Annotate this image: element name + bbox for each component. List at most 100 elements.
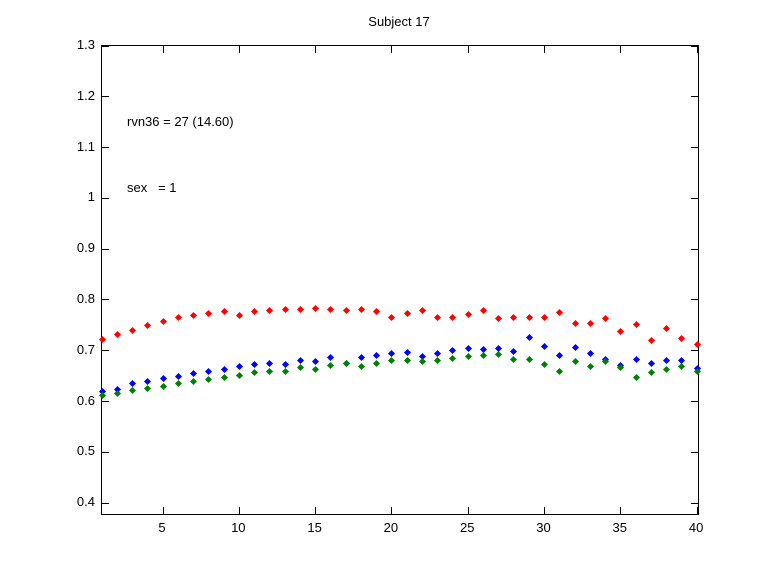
y-tick-label: 1.1 xyxy=(76,138,95,154)
data-point-green xyxy=(357,363,365,371)
data-point-blue xyxy=(373,352,381,360)
data-point-red xyxy=(678,334,686,343)
y-tick-mirror xyxy=(691,401,698,402)
y-tick-mirror xyxy=(691,248,698,250)
annotation-block: rvn36 = 27 (14.60) sex = 1 xyxy=(127,67,234,243)
data-point-red xyxy=(418,307,426,315)
data-point-green xyxy=(266,367,274,375)
data-point-green xyxy=(342,359,350,367)
data-point-blue xyxy=(663,357,671,365)
data-point-red xyxy=(251,307,259,315)
x-tick-label: 30 xyxy=(536,520,551,535)
data-point-green xyxy=(693,367,701,376)
data-point-red xyxy=(449,314,457,322)
data-point-green xyxy=(495,351,503,359)
data-point-blue xyxy=(510,348,518,356)
data-point-blue xyxy=(357,354,365,362)
data-point-green xyxy=(174,380,182,388)
data-point-blue xyxy=(632,355,640,363)
x-tick-label: 20 xyxy=(383,520,399,535)
y-tick-mirror xyxy=(691,45,698,47)
data-point-blue xyxy=(434,349,442,357)
data-point-red xyxy=(632,320,640,328)
x-tick xyxy=(315,507,317,514)
data-point-red xyxy=(525,313,533,321)
x-tick xyxy=(467,507,469,514)
data-point-red xyxy=(220,307,228,315)
x-tick xyxy=(696,507,698,514)
data-point-red xyxy=(617,327,625,335)
data-point-red xyxy=(266,306,274,314)
data-point-red xyxy=(159,317,167,325)
data-point-green xyxy=(220,373,228,381)
data-point-red xyxy=(693,340,701,348)
data-point-green xyxy=(556,367,564,376)
x-tick xyxy=(162,507,164,514)
y-tick-mirror xyxy=(691,197,698,199)
data-point-blue xyxy=(647,360,655,368)
data-point-red xyxy=(113,330,121,339)
y-tick xyxy=(102,401,109,402)
data-point-green xyxy=(510,355,518,363)
data-point-blue xyxy=(403,349,411,357)
data-point-red xyxy=(98,336,106,344)
annotation-line-1: rvn36 = 27 (14.60) xyxy=(127,114,234,129)
data-point-red xyxy=(281,306,289,314)
data-point-green xyxy=(647,368,655,376)
plot-area xyxy=(98,45,701,515)
data-point-red xyxy=(174,313,182,321)
y-tick-mirror xyxy=(691,299,698,301)
data-point-green xyxy=(281,367,289,376)
data-point-green xyxy=(190,377,198,385)
y-tick-mirror xyxy=(691,502,698,504)
y-tick-label: 0.8 xyxy=(76,290,95,306)
y-tick xyxy=(102,147,109,149)
data-point-blue xyxy=(571,343,579,351)
data-point-red xyxy=(571,319,579,327)
data-point-blue xyxy=(235,363,243,371)
data-point-green xyxy=(128,386,137,394)
y-tick-mirror xyxy=(691,96,698,98)
data-point-blue xyxy=(388,350,396,358)
data-point-blue xyxy=(327,353,335,361)
x-tick-label: 25 xyxy=(459,520,475,535)
data-point-green xyxy=(663,365,671,374)
data-point-blue xyxy=(220,365,228,374)
data-point-red xyxy=(510,313,518,321)
x-tick-mirror xyxy=(467,46,469,53)
data-point-blue xyxy=(205,367,213,376)
data-point-green xyxy=(479,352,487,360)
data-point-green xyxy=(540,360,549,368)
data-point-red xyxy=(296,306,304,314)
data-point-blue xyxy=(266,360,274,368)
data-point-red xyxy=(556,308,564,316)
data-point-green xyxy=(449,355,457,363)
x-tick-mirror xyxy=(543,46,545,53)
data-point-green xyxy=(464,353,472,361)
y-tick-label: 0.4 xyxy=(76,494,95,510)
data-point-green xyxy=(571,358,579,366)
y-tick-label: 0.9 xyxy=(76,240,95,256)
data-point-green xyxy=(418,358,426,366)
data-point-red xyxy=(373,307,381,315)
data-point-red xyxy=(586,319,594,327)
data-point-red xyxy=(128,326,137,334)
y-tick xyxy=(102,197,109,199)
data-point-red xyxy=(342,306,350,314)
y-tick xyxy=(102,96,109,98)
data-point-blue xyxy=(586,350,594,358)
data-point-red xyxy=(663,325,671,333)
x-tick-mirror xyxy=(315,46,317,53)
y-tick xyxy=(102,451,109,453)
y-tick xyxy=(102,350,109,352)
data-point-blue xyxy=(174,372,182,380)
x-tick xyxy=(543,507,545,514)
data-point-blue xyxy=(449,347,457,355)
chart-title: Subject 17 xyxy=(368,14,430,29)
x-tick-label: 15 xyxy=(307,520,322,535)
data-point-green xyxy=(388,357,396,365)
data-point-blue xyxy=(556,352,564,360)
data-point-green xyxy=(403,357,411,365)
data-point-green xyxy=(678,363,686,371)
